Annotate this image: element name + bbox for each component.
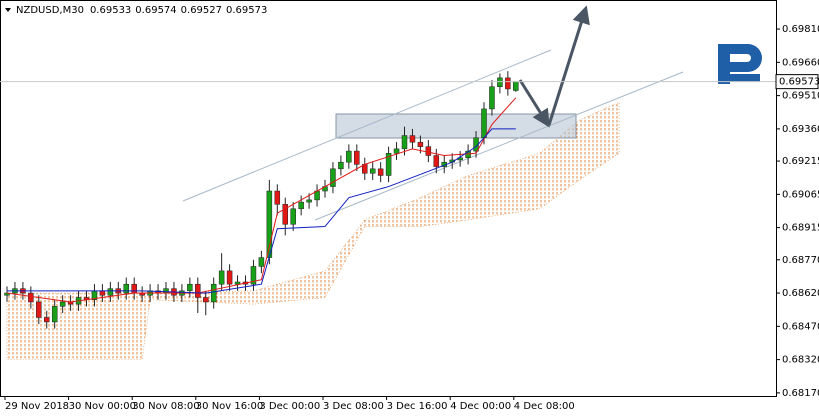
x-tick-label: 30 Nov 16:00: [196, 401, 263, 412]
candle-body: [369, 168, 376, 174]
candle-body: [346, 150, 352, 163]
forecast-arrow: [518, 79, 550, 128]
ichimoku-cloud: [6, 101, 620, 360]
candle-body: [131, 283, 137, 294]
candle-body: [505, 77, 511, 90]
candle-body: [298, 201, 304, 210]
plot-frame: [0, 0, 777, 397]
candle-body: [513, 81, 519, 91]
indicator-line: [6, 97, 517, 303]
x-tick-label: 30 Nov 08:00: [132, 401, 199, 412]
cloud-layer: [6, 101, 620, 360]
candle-body: [282, 204, 288, 225]
candle-body: [123, 283, 129, 294]
x-tick-label: 3 Dec 16:00: [387, 401, 448, 412]
candle-body: [195, 283, 201, 298]
header-high: 0.69574: [135, 5, 176, 16]
candle-body: [107, 288, 114, 296]
candle-body: [377, 168, 384, 176]
channel-line: [314, 71, 684, 221]
candle-body: [218, 270, 225, 285]
candle-body: [258, 257, 265, 267]
zone-rectangle: [335, 113, 577, 139]
candle-body: [393, 148, 400, 154]
candle-body: [338, 161, 344, 170]
candle-body: [489, 86, 495, 110]
header-open: 0.69533: [90, 5, 131, 16]
logo: [718, 44, 762, 84]
candle-body: [28, 292, 34, 303]
candle-body: [51, 306, 58, 323]
candle-body: [163, 288, 169, 294]
candle-body: [290, 208, 296, 225]
candle-body: [226, 270, 233, 285]
forecast-arrow: [547, 5, 590, 126]
y-tick-label: 0.69215: [782, 156, 819, 167]
candle-body: [59, 301, 66, 307]
indicator-line: [7, 128, 516, 294]
candle-body: [250, 266, 257, 285]
x-tick-label: 29 Nov 2018: [5, 401, 69, 412]
candle-body: [274, 190, 281, 205]
candle-body: [203, 297, 209, 303]
channel-line: [182, 49, 552, 202]
candle-body: [36, 301, 42, 318]
candle-body: [187, 283, 193, 292]
x-tick-label: 3 Dec 00:00: [259, 401, 320, 412]
candle-body: [354, 150, 360, 165]
candle-layer: [4, 71, 519, 329]
header-low: 0.69527: [181, 5, 222, 16]
x-tick-label: 4 Dec 08:00: [514, 401, 575, 412]
candle-body: [409, 135, 416, 143]
candle-body: [210, 283, 217, 303]
menu-icon[interactable]: [5, 8, 11, 12]
last-price-tag: [775, 74, 819, 90]
candle-body: [401, 135, 408, 150]
candle-body: [44, 317, 50, 323]
y-tick-label: 0.69065: [782, 189, 819, 200]
last-price-label: 0.69573: [779, 77, 819, 88]
header-close: 0.69573: [226, 5, 267, 16]
x-tick-label: 4 Dec 00:00: [450, 401, 511, 412]
candle-body: [497, 77, 503, 87]
symbol: NZDUSD,M30: [16, 5, 84, 16]
chart-header: NZDUSD,M30 0.69533 0.69574 0.69527 0.69573: [16, 5, 267, 16]
candle-body: [385, 153, 392, 176]
y-tick-label: 0.68170: [782, 388, 819, 399]
candle-body: [417, 141, 424, 147]
candle-body: [433, 155, 440, 167]
candle-body: [306, 199, 312, 203]
candle-body: [99, 290, 106, 296]
candle-body: [330, 168, 336, 187]
x-tick-label: 3 Dec 08:00: [323, 401, 384, 412]
candle-body: [234, 281, 241, 285]
candle-body: [425, 146, 432, 156]
candle-body: [481, 108, 487, 139]
x-tick-label: 30 Nov 00:00: [69, 401, 136, 412]
y-tick-label: 0.68915: [782, 223, 819, 234]
